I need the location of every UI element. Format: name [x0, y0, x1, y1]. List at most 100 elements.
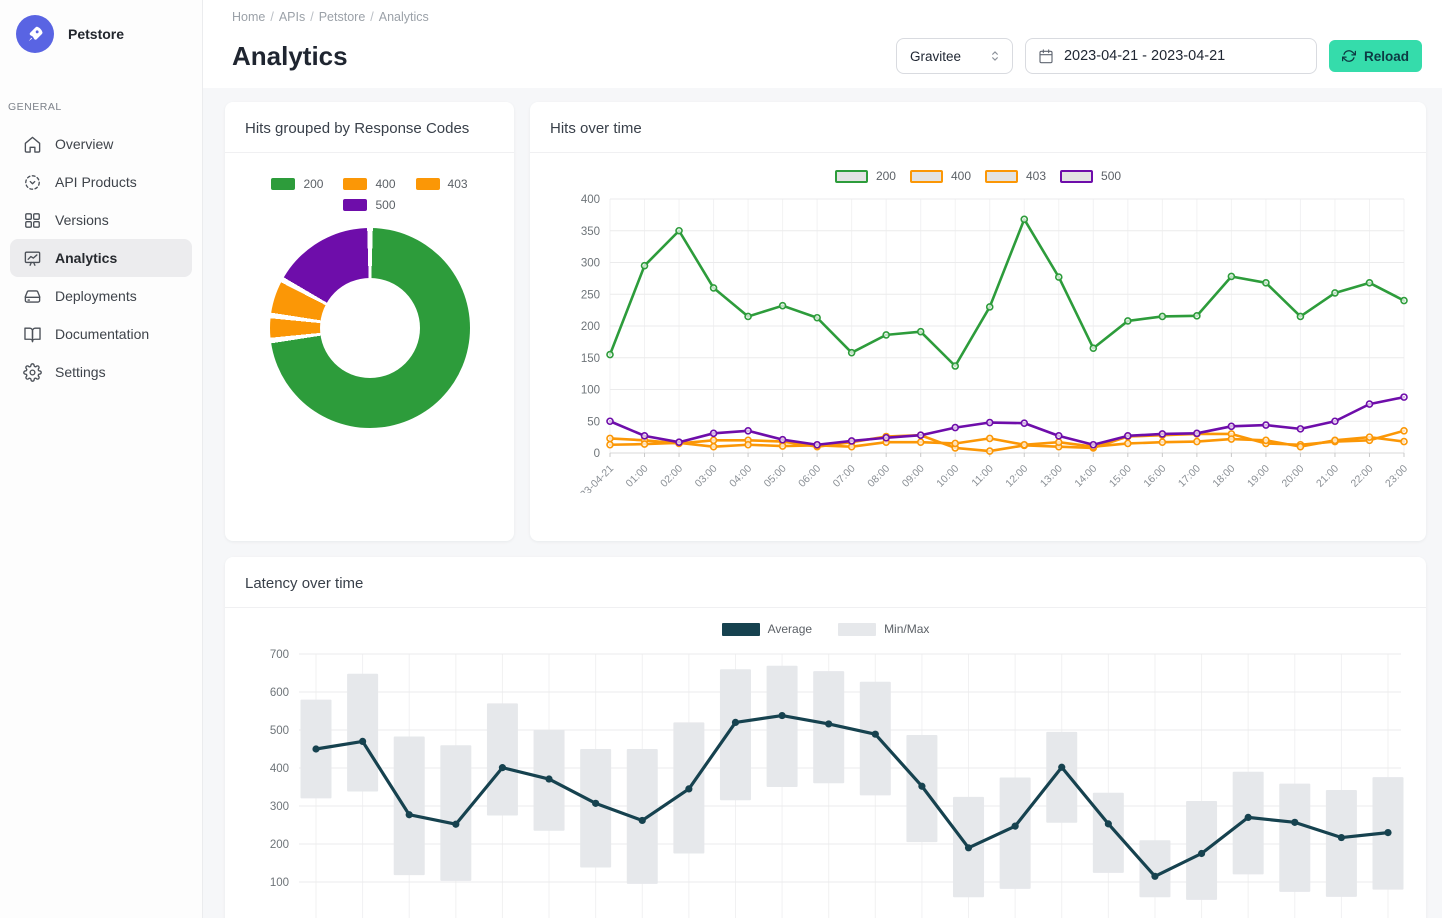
legend-swatch: [721, 622, 760, 636]
page-title: Analytics: [232, 40, 348, 71]
svg-text:13:00: 13:00: [1038, 463, 1065, 490]
card-title: Hits over time: [530, 102, 1426, 153]
svg-text:100: 100: [581, 385, 600, 397]
card-latency-over-time: Latency over time Average Min/Max 100 200 3…: [225, 557, 1426, 918]
svg-text:16:00: 16:00: [1141, 463, 1168, 490]
hits-legend: 200 400 403 500: [530, 169, 1426, 183]
reload-button-label: Reload: [1363, 48, 1409, 64]
svg-text:11:00: 11:00: [969, 463, 996, 490]
svg-text:50: 50: [587, 416, 600, 428]
sidebar-item-overview[interactable]: Overview: [10, 125, 192, 163]
legend-swatch: [343, 199, 368, 211]
svg-text:21:00: 21:00: [1314, 463, 1341, 490]
sidebar: Petstore GENERAL Overview API Products Ver…: [0, 0, 203, 918]
svg-text:2023-04-21: 2023-04-21: [570, 463, 617, 493]
reload-button[interactable]: Reload: [1328, 40, 1422, 72]
legend-item-400[interactable]: 400: [343, 177, 396, 191]
sidebar-item-label: Analytics: [55, 250, 118, 266]
svg-text:300: 300: [581, 258, 600, 270]
calendar-icon: [1039, 49, 1053, 64]
svg-text:10:00: 10:00: [934, 463, 961, 490]
svg-text:04:00: 04:00: [727, 463, 754, 490]
legend-label: 200: [303, 177, 324, 191]
legend-label: Min/Max: [884, 622, 930, 636]
sidebar-item-analytics[interactable]: Analytics: [10, 239, 192, 277]
app-logo[interactable]: Petstore: [0, 0, 202, 68]
sidebar-item-label: Documentation: [55, 326, 150, 342]
svg-text:0: 0: [594, 448, 600, 460]
legend-swatch: [1060, 169, 1094, 183]
svg-text:05:00: 05:00: [762, 463, 789, 490]
svg-text:23:00: 23:00: [1383, 463, 1410, 490]
legend-label: 403: [447, 177, 468, 191]
environment-select[interactable]: Gravitee: [895, 38, 1013, 74]
deployments-icon: [22, 286, 42, 306]
sidebar-item-documentation[interactable]: Documentation: [10, 315, 192, 353]
legend-item-200[interactable]: 200: [271, 177, 323, 191]
card-hits-over-time: Hits over time 200 400 403 500 0 50 100 150 200…: [530, 102, 1426, 541]
legend-label: 500: [1101, 169, 1122, 183]
donut-legend: 200 400 403 500: [245, 177, 495, 212]
header-controls: Gravitee 2023-04-21 - 2023-04-21: [895, 38, 1422, 74]
svg-text:200: 200: [270, 839, 289, 851]
hits-over-time-chart: 0 50 100 150 200 250 300 350 400 2023-04-21 01:00 0…: [570, 194, 1410, 493]
donut-hole: [319, 278, 420, 378]
latency-legend: Average Min/Max: [225, 622, 1426, 636]
svg-text:12:00: 12:00: [1003, 463, 1030, 490]
legend-item-200[interactable]: 200: [834, 169, 896, 183]
environment-select-value: Gravitee: [909, 48, 962, 64]
api-products-icon: [22, 172, 42, 192]
sidebar-item-versions[interactable]: Versions: [10, 201, 192, 239]
svg-text:350: 350: [581, 226, 600, 238]
date-range-value: 2023-04-21 - 2023-04-21: [1063, 48, 1226, 64]
breadcrumb-item[interactable]: Home: [232, 10, 266, 24]
svg-text:150: 150: [581, 353, 600, 365]
select-chevrons-icon: [992, 51, 998, 61]
legend-swatch: [343, 178, 368, 190]
legend-item-500[interactable]: 500: [343, 198, 396, 212]
refresh-icon: [1341, 50, 1356, 62]
breadcrumb-item[interactable]: Analytics: [378, 10, 429, 24]
response-codes-donut-chart: [269, 228, 470, 428]
sidebar-item-label: Settings: [55, 364, 106, 380]
sidebar-item-label: Deployments: [55, 288, 137, 304]
legend-label: Average: [767, 622, 813, 636]
legend-label: 400: [950, 169, 971, 183]
versions-icon: [22, 210, 42, 230]
svg-text:700: 700: [270, 649, 289, 661]
legend-swatch: [834, 169, 868, 183]
breadcrumb: Home / APIs / Petstore / Analytics: [232, 10, 1422, 24]
svg-text:08:00: 08:00: [865, 463, 892, 490]
breadcrumb-item[interactable]: APIs: [278, 10, 306, 24]
settings-icon: [22, 362, 42, 382]
breadcrumb-separator: /: [270, 10, 274, 24]
legend-item-403[interactable]: 403: [415, 177, 468, 191]
app-name: Petstore: [68, 26, 125, 42]
sidebar-item-deployments[interactable]: Deployments: [10, 277, 192, 315]
sidebar-item-label: API Products: [55, 174, 137, 190]
legend-item-403[interactable]: 403: [985, 169, 1046, 183]
svg-text:03:00: 03:00: [693, 463, 720, 490]
breadcrumb-separator: /: [370, 10, 374, 24]
sidebar-section-label: GENERAL: [8, 101, 62, 113]
legend-item-average[interactable]: Average: [721, 622, 813, 636]
breadcrumb-item[interactable]: Petstore: [318, 10, 366, 24]
sidebar-item-settings[interactable]: Settings: [10, 353, 192, 391]
legend-item-400[interactable]: 400: [909, 169, 971, 183]
svg-text:100: 100: [270, 877, 289, 889]
card-title: Latency over time: [225, 557, 1426, 608]
sidebar-item-api-products[interactable]: API Products: [10, 163, 192, 201]
legend-item-min-max[interactable]: Min/Max: [838, 622, 929, 636]
legend-item-500[interactable]: 500: [1060, 169, 1121, 183]
analytics-icon: [22, 248, 42, 268]
content-area: Hits grouped by Response Codes 200 400 403…: [203, 88, 1442, 918]
svg-text:01:00: 01:00: [624, 463, 651, 490]
legend-swatch: [838, 622, 877, 636]
sidebar-item-label: Versions: [55, 212, 109, 228]
legend-swatch: [985, 169, 1018, 183]
svg-text:20:00: 20:00: [1279, 463, 1306, 490]
date-range-input[interactable]: 2023-04-21 - 2023-04-21: [1024, 38, 1317, 74]
svg-text:14:00: 14:00: [1072, 463, 1099, 490]
legend-label: 403: [1026, 169, 1047, 183]
